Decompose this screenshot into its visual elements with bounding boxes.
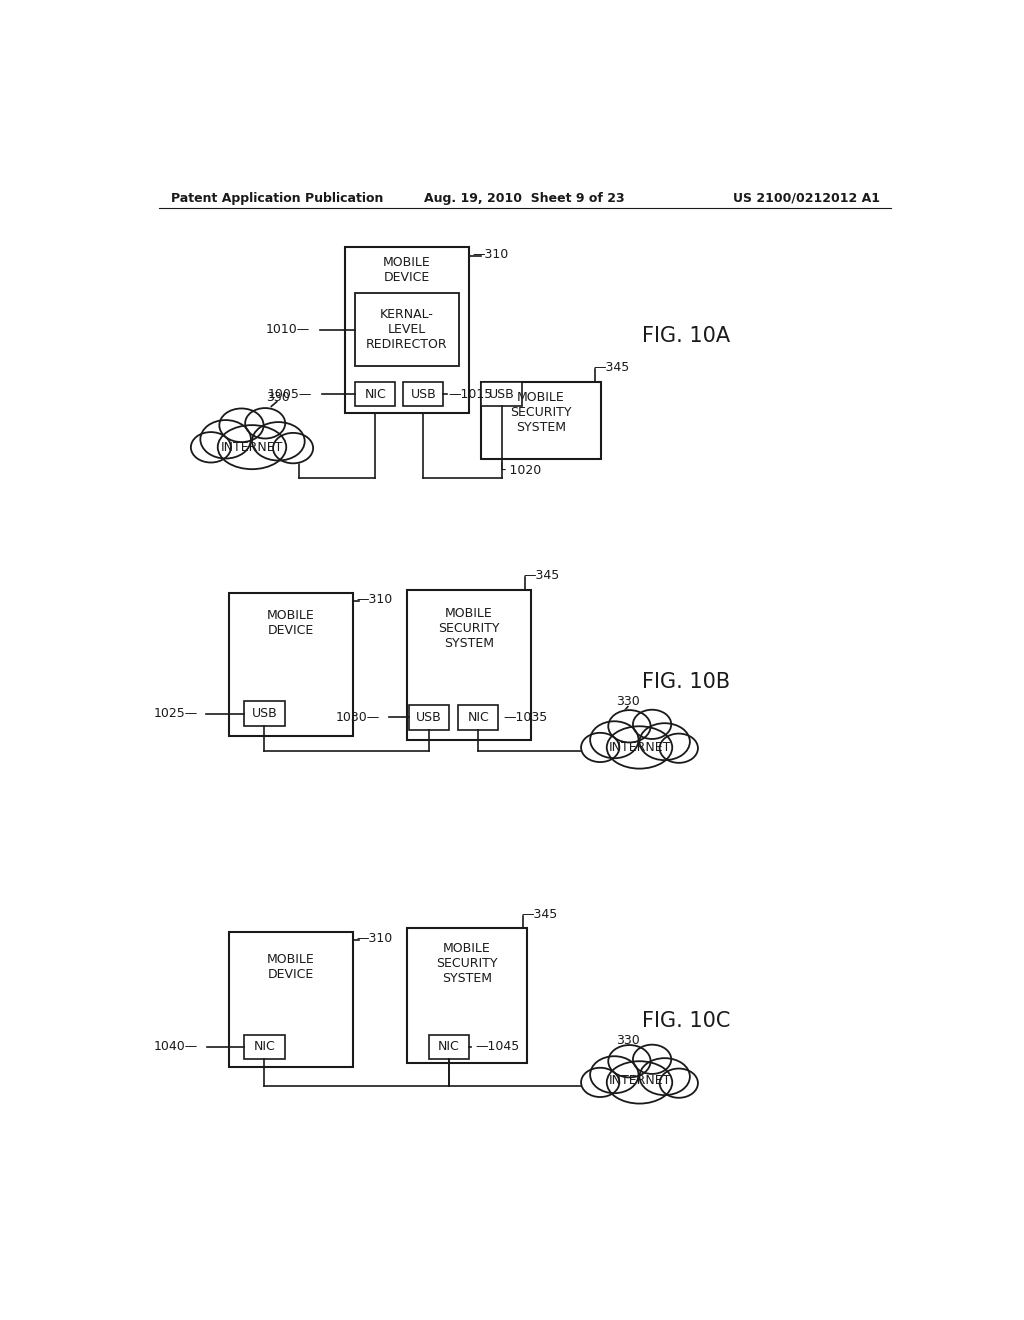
Text: FIG. 10C: FIG. 10C [642,1011,730,1031]
Ellipse shape [190,432,231,462]
Text: Aug. 19, 2010  Sheet 9 of 23: Aug. 19, 2010 Sheet 9 of 23 [425,191,625,205]
FancyBboxPatch shape [403,381,443,407]
Text: —1015: —1015 [449,388,493,400]
Ellipse shape [218,425,287,469]
FancyBboxPatch shape [355,381,395,407]
Text: 1010—: 1010— [266,323,310,337]
Text: 330: 330 [616,1034,640,1047]
Ellipse shape [608,1045,650,1077]
FancyBboxPatch shape [407,590,531,739]
FancyBboxPatch shape [458,705,499,730]
Text: MOBILE
DEVICE: MOBILE DEVICE [383,256,431,284]
Ellipse shape [640,1059,690,1096]
Text: INTERNET: INTERNET [608,1074,671,1088]
Text: MOBILE
SECURITY
SYSTEM: MOBILE SECURITY SYSTEM [436,941,498,985]
Text: FIG. 10B: FIG. 10B [642,672,730,692]
Ellipse shape [659,734,698,763]
FancyBboxPatch shape [409,705,449,730]
FancyBboxPatch shape [355,293,459,367]
Ellipse shape [640,723,690,760]
Ellipse shape [590,1056,639,1093]
Text: INTERNET: INTERNET [221,441,284,454]
Ellipse shape [581,733,620,762]
Text: INTERNET: INTERNET [608,741,671,754]
Text: —345: —345 [523,569,559,582]
Ellipse shape [219,408,263,442]
FancyBboxPatch shape [480,381,601,459]
Text: —310: —310 [356,932,393,945]
Text: NIC: NIC [365,388,386,400]
Text: —1045: —1045 [475,1040,519,1053]
Ellipse shape [581,1068,620,1097]
Ellipse shape [245,408,286,438]
Ellipse shape [608,710,650,742]
Text: 1040—: 1040— [154,1040,198,1053]
Text: —310: —310 [473,248,509,261]
Ellipse shape [659,1069,698,1098]
Text: NIC: NIC [438,1040,460,1053]
Text: NIC: NIC [467,711,489,723]
Text: 330: 330 [616,694,640,708]
Text: 1030—: 1030— [336,711,380,723]
Text: —1035: —1035 [503,711,548,723]
Text: USB: USB [488,388,514,400]
Text: 1025—: 1025— [154,708,198,721]
Text: USB: USB [252,708,278,721]
FancyBboxPatch shape [345,247,469,412]
Text: MOBILE
SECURITY
SYSTEM: MOBILE SECURITY SYSTEM [510,391,571,434]
Text: Patent Application Publication: Patent Application Publication [171,191,383,205]
Text: USB: USB [416,711,441,723]
Ellipse shape [607,726,672,768]
Text: NIC: NIC [254,1040,275,1053]
FancyBboxPatch shape [245,1035,285,1059]
Ellipse shape [633,1044,672,1074]
Ellipse shape [590,721,639,758]
FancyBboxPatch shape [228,594,352,737]
Text: KERNAL-
LEVEL
REDIRECTOR: KERNAL- LEVEL REDIRECTOR [367,309,447,351]
Text: —345: —345 [593,362,630,375]
Text: MOBILE
DEVICE: MOBILE DEVICE [267,953,314,981]
Text: 330: 330 [266,391,290,404]
Text: └ 1020: └ 1020 [498,463,541,477]
FancyBboxPatch shape [245,701,285,726]
Text: FIG. 10A: FIG. 10A [642,326,730,346]
Text: MOBILE
SECURITY
SYSTEM: MOBILE SECURITY SYSTEM [438,607,500,649]
Text: —310: —310 [356,593,393,606]
Text: USB: USB [411,388,436,400]
Text: 1005—: 1005— [268,388,312,400]
Ellipse shape [607,1061,672,1104]
FancyBboxPatch shape [481,381,521,407]
FancyBboxPatch shape [429,1035,469,1059]
FancyBboxPatch shape [228,932,352,1067]
Ellipse shape [252,422,305,461]
Text: US 2100/0212012 A1: US 2100/0212012 A1 [733,191,880,205]
Ellipse shape [633,710,672,739]
Text: —345: —345 [521,908,557,921]
Ellipse shape [273,433,313,463]
Text: MOBILE
DEVICE: MOBILE DEVICE [267,609,314,636]
FancyBboxPatch shape [407,928,527,1063]
Ellipse shape [201,420,251,458]
